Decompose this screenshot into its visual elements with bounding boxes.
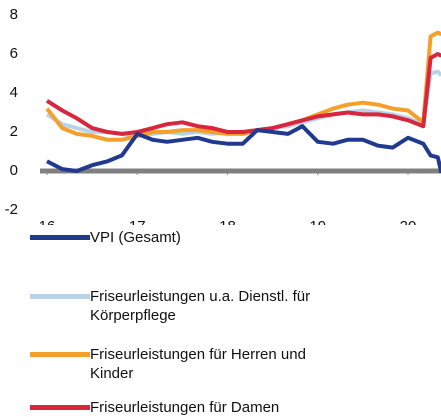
legend-label: VPI (Gesamt) — [90, 229, 181, 246]
legend-label: Friseurleistungen u.a. Dienstl. für Körp… — [90, 288, 311, 324]
x-tick-label: 20 — [400, 218, 417, 225]
legend-swatch — [30, 235, 90, 240]
series-line — [46, 124, 441, 174]
x-tick-label: 19 — [309, 218, 326, 225]
legend-label: Friseurleistungen für Herren und Kinder — [90, 346, 306, 382]
series-line — [45, 52, 441, 136]
x-tick-label: 17 — [129, 218, 146, 225]
x-tick-label: 16 — [39, 218, 56, 225]
x-tick-label: 18 — [219, 218, 236, 225]
y-tick-label: 0 — [10, 162, 18, 179]
y-tick-label: 4 — [10, 84, 18, 101]
legend-label: Friseurleistungen für Damen — [90, 399, 280, 416]
chart: -2 0 2 4 6 8 16 17 18 19 20 — [5, 6, 441, 225]
legend-swatch — [30, 294, 90, 299]
legend-swatch — [30, 405, 90, 410]
y-tick-label: 2 — [10, 123, 18, 140]
legend-swatch — [30, 352, 90, 357]
y-tick-label: 6 — [10, 45, 18, 62]
y-tick-label: 8 — [10, 6, 18, 23]
y-tick-label: -2 — [5, 201, 18, 218]
series-line — [45, 30, 441, 142]
